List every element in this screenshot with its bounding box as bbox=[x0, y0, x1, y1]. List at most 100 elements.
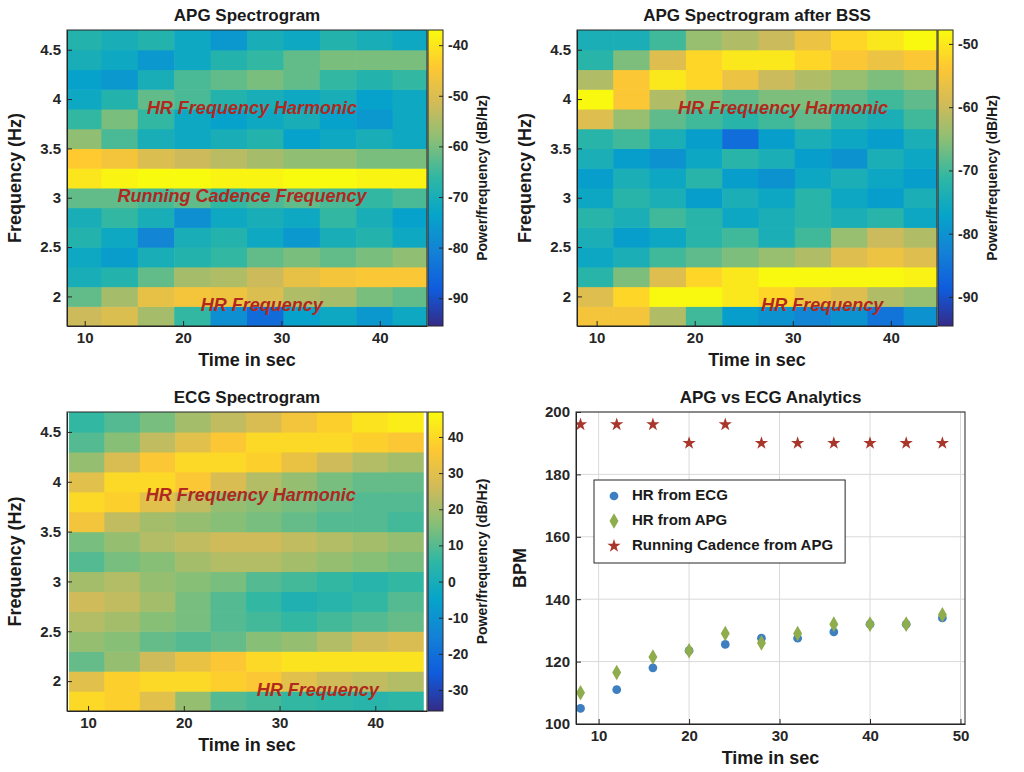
colorbar-tick-mark bbox=[949, 234, 953, 235]
y-tick-label: 2.5 bbox=[40, 238, 61, 255]
cell bbox=[356, 168, 393, 188]
y-tick-mark bbox=[577, 99, 582, 100]
y-axis: 22.533.544.5 bbox=[40, 31, 72, 327]
cell bbox=[393, 30, 427, 50]
cell bbox=[211, 50, 248, 70]
legend-marker bbox=[607, 539, 620, 552]
cell bbox=[283, 247, 320, 267]
colorbar-tick-mark bbox=[949, 44, 953, 45]
point bbox=[791, 436, 804, 449]
cell bbox=[356, 129, 393, 149]
colorbar-tick: 40 bbox=[439, 429, 464, 445]
cell bbox=[613, 30, 650, 50]
cell bbox=[140, 552, 176, 573]
cell bbox=[795, 227, 832, 247]
x-tick-mark bbox=[891, 321, 892, 326]
point bbox=[649, 663, 658, 672]
cell bbox=[758, 208, 795, 228]
cell bbox=[101, 148, 138, 168]
cell bbox=[174, 69, 211, 89]
x-grid-line bbox=[598, 412, 599, 724]
cell bbox=[140, 631, 176, 652]
cell bbox=[831, 247, 868, 267]
point bbox=[721, 626, 730, 642]
point bbox=[576, 417, 587, 430]
x-tick: 10 bbox=[77, 321, 94, 346]
point bbox=[757, 635, 766, 651]
x-tick-mark bbox=[85, 321, 86, 326]
cell bbox=[356, 148, 393, 168]
x-grid-line bbox=[689, 412, 690, 724]
y-tick: 4 bbox=[563, 90, 582, 107]
cell bbox=[831, 148, 868, 168]
cell bbox=[388, 412, 424, 433]
cell bbox=[686, 247, 723, 267]
cell bbox=[577, 188, 614, 208]
x-axis-line bbox=[578, 326, 938, 327]
cell bbox=[795, 129, 832, 149]
point bbox=[900, 436, 913, 449]
y-tick-mark bbox=[577, 148, 582, 149]
y-tick: 4 bbox=[53, 90, 72, 107]
cell bbox=[101, 306, 138, 326]
point bbox=[646, 417, 659, 430]
y-tick-mark bbox=[67, 50, 72, 51]
cell bbox=[904, 287, 937, 307]
y-tick-mark bbox=[67, 581, 72, 582]
x-tick-label: 30 bbox=[772, 727, 789, 744]
cell bbox=[722, 69, 759, 89]
cell bbox=[101, 227, 138, 247]
cell bbox=[352, 651, 388, 672]
cell bbox=[101, 208, 138, 228]
cell bbox=[722, 306, 759, 326]
y-tick: 3 bbox=[53, 189, 72, 206]
x-tick: 20 bbox=[687, 321, 704, 346]
y-tick-label: 100 bbox=[545, 715, 570, 732]
cell bbox=[67, 168, 102, 188]
cell bbox=[722, 287, 759, 307]
x-tick-label: 20 bbox=[687, 329, 704, 346]
cell bbox=[867, 69, 904, 89]
x-tick: 30 bbox=[785, 321, 802, 346]
cell bbox=[904, 30, 937, 50]
x-tick-label: 20 bbox=[176, 714, 193, 731]
plot-frame bbox=[576, 412, 965, 724]
x-tick-mark bbox=[793, 321, 794, 326]
cell bbox=[393, 69, 427, 89]
cell bbox=[393, 50, 427, 70]
cell bbox=[320, 30, 357, 50]
colorbar-tick-mark bbox=[439, 146, 443, 147]
colorbar-tick-mark bbox=[439, 582, 443, 583]
x-tick-label: 10 bbox=[589, 329, 606, 346]
cell bbox=[317, 412, 353, 433]
cell bbox=[320, 287, 357, 307]
colorbar-tick: -90 bbox=[949, 289, 978, 305]
cell bbox=[320, 227, 357, 247]
colorbar-tick-label: -70 bbox=[958, 162, 978, 178]
cell bbox=[317, 552, 353, 573]
cell bbox=[247, 30, 284, 50]
cell bbox=[174, 208, 211, 228]
cell bbox=[138, 227, 175, 247]
cell bbox=[281, 552, 317, 573]
cell bbox=[246, 412, 282, 433]
x-tick: 10 bbox=[591, 719, 608, 744]
y-tick-mark bbox=[67, 247, 72, 248]
x-tick-label: 40 bbox=[367, 714, 384, 731]
y-axis-line bbox=[67, 413, 68, 712]
y-tick-label: 4.5 bbox=[40, 41, 61, 58]
colorbar-tick: 10 bbox=[439, 537, 464, 553]
x-tick-mark bbox=[599, 719, 600, 724]
y-tick-mark bbox=[67, 532, 72, 533]
cell bbox=[393, 306, 427, 326]
cell bbox=[138, 247, 175, 267]
y-tick-label: 4.5 bbox=[550, 41, 571, 58]
annotation: HR Frequency Harmonic bbox=[678, 98, 888, 118]
cell bbox=[69, 552, 105, 573]
cell bbox=[613, 168, 650, 188]
cell bbox=[246, 651, 282, 672]
cell bbox=[69, 492, 105, 513]
cell bbox=[104, 452, 140, 473]
cell bbox=[281, 651, 317, 672]
annotation: HR Frequency bbox=[257, 680, 380, 700]
